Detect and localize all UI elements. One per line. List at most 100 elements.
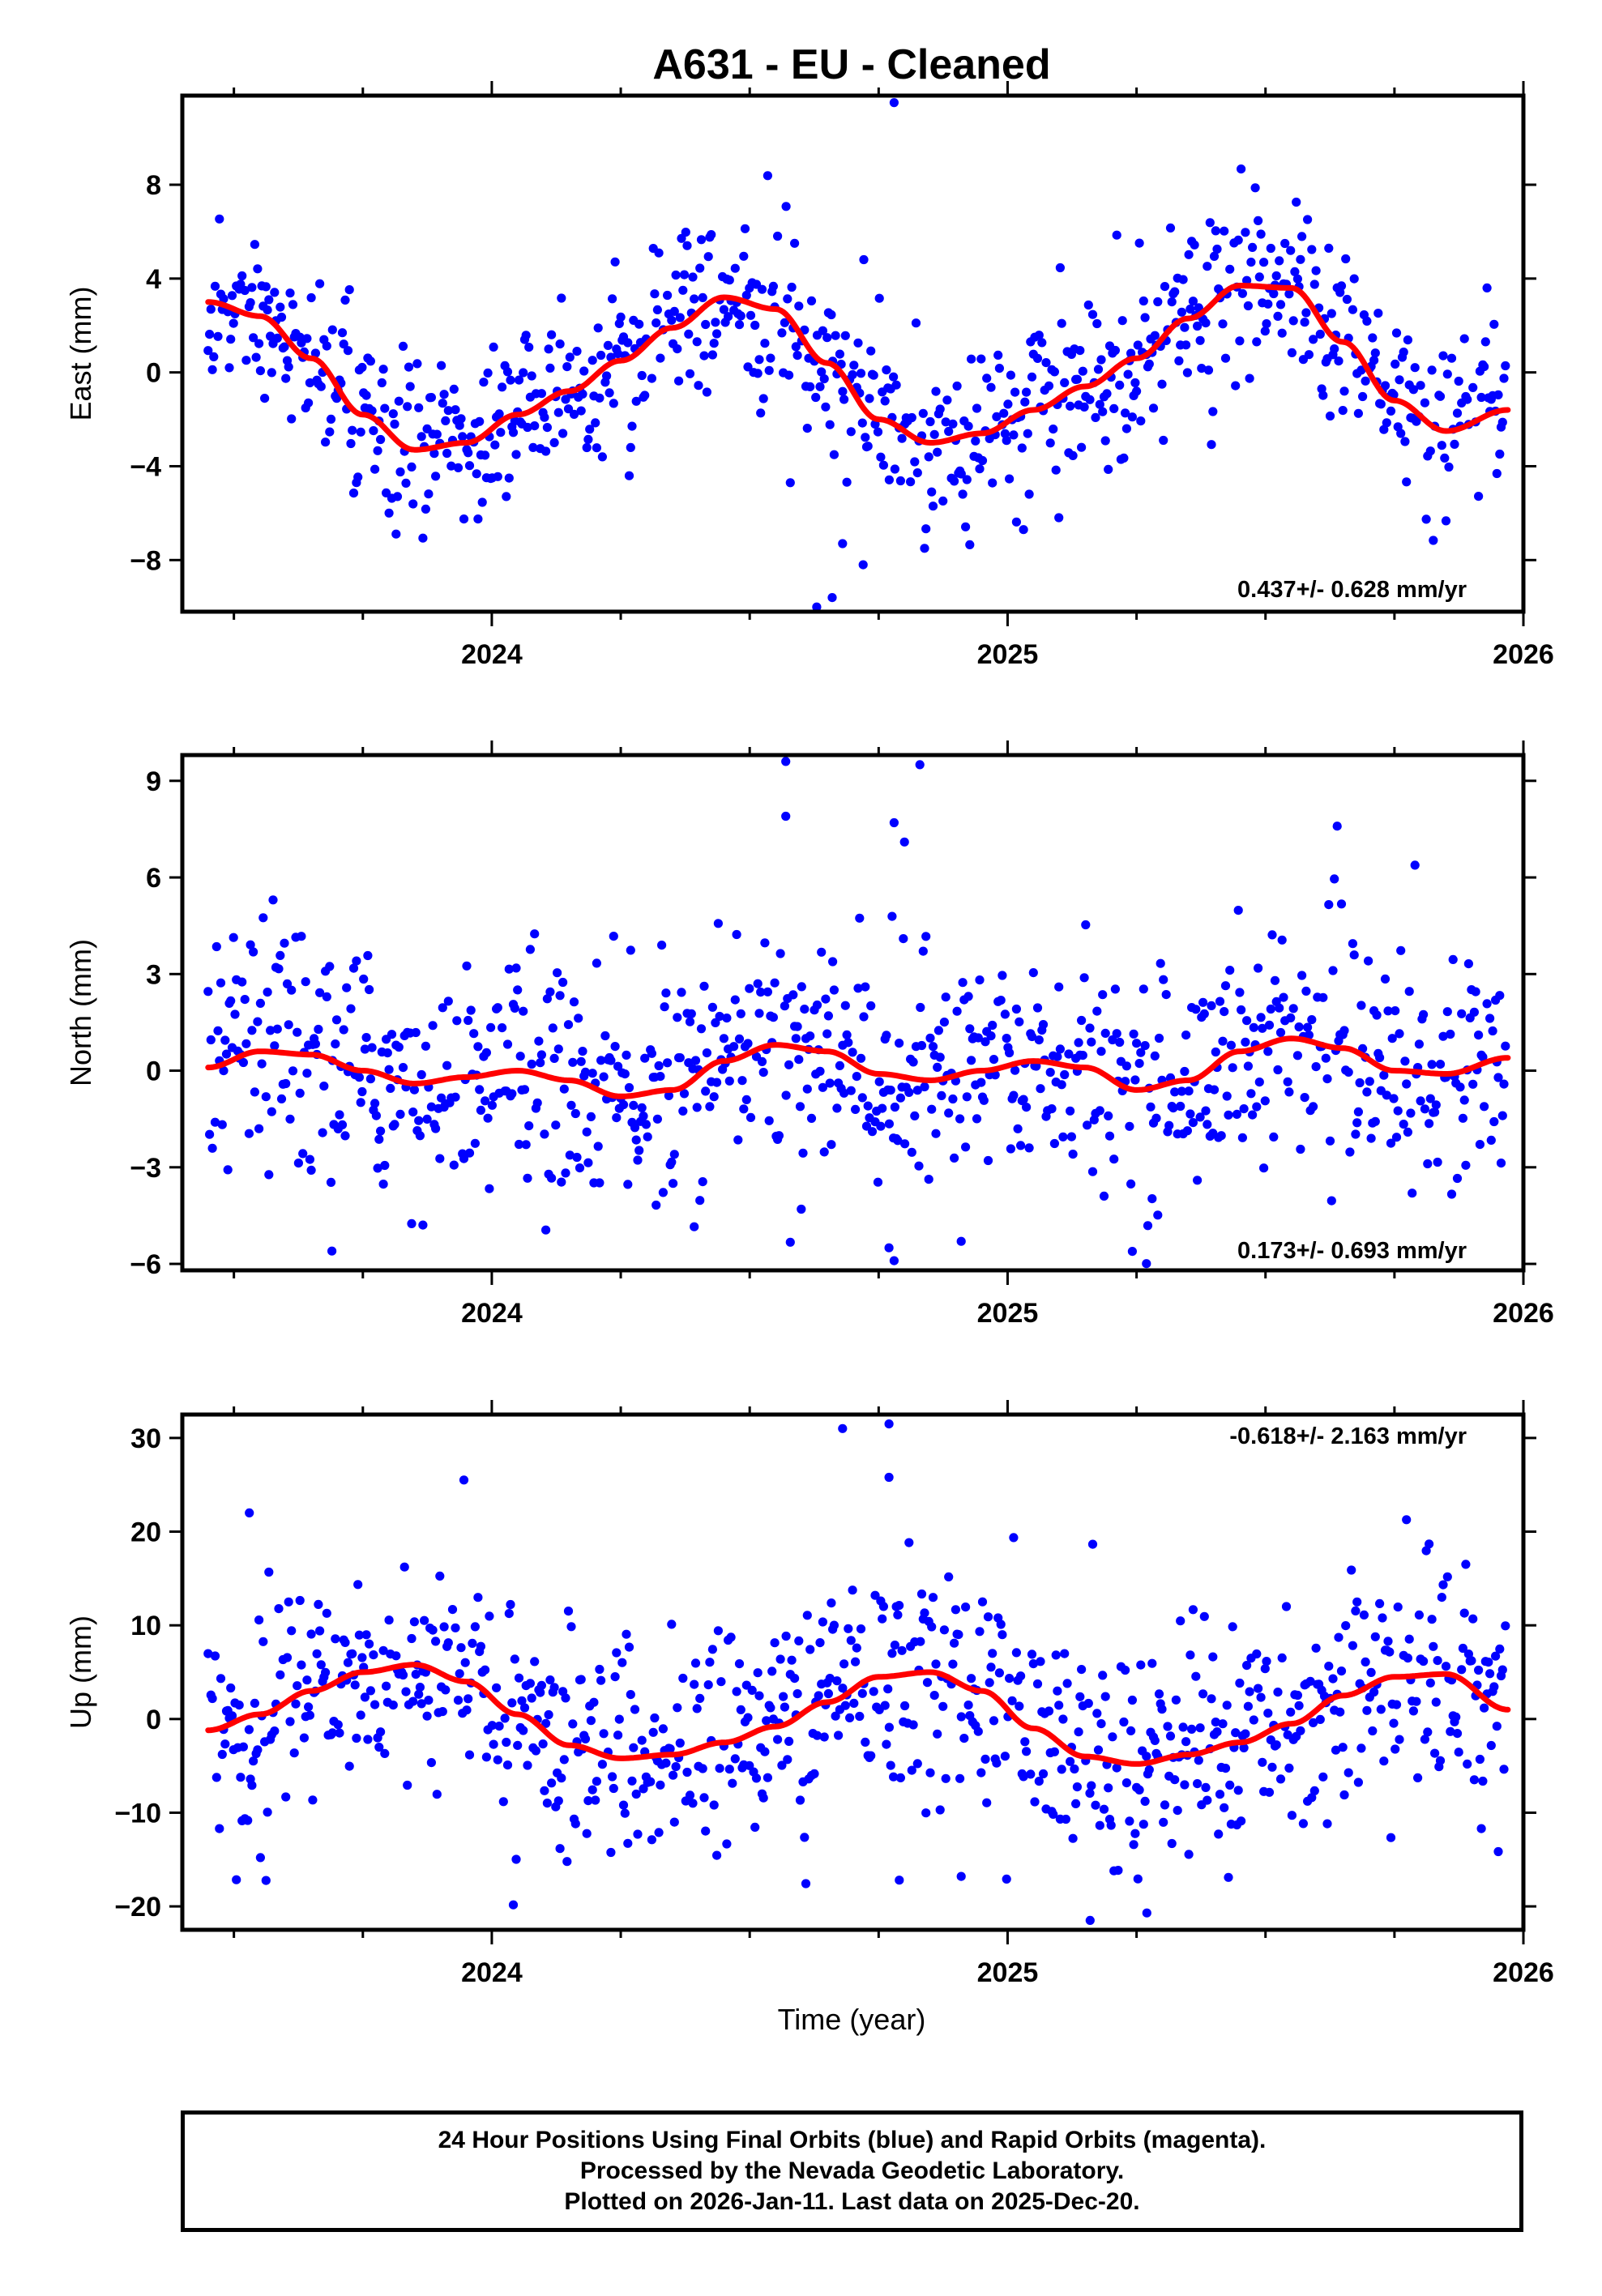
east-data-point	[656, 353, 665, 363]
north-data-point	[443, 996, 453, 1006]
north-data-point	[600, 1031, 610, 1041]
north-data-point	[620, 1069, 630, 1079]
north-data-point	[1459, 1095, 1469, 1105]
east-data-point	[1301, 308, 1311, 318]
east-data-point	[1195, 335, 1205, 345]
up-data-point	[1336, 1667, 1347, 1676]
north-data-point	[438, 1003, 447, 1013]
up-data-point	[1130, 1829, 1140, 1838]
up-data-point	[1015, 1701, 1024, 1711]
east-data-point	[1174, 356, 1184, 365]
east-data-point	[952, 381, 962, 391]
north-data-point	[219, 1066, 229, 1076]
up-data-point	[1431, 1697, 1441, 1707]
north-data-point	[1066, 1132, 1076, 1142]
north-data-point	[315, 988, 325, 997]
up-data-point	[408, 1696, 418, 1706]
up-data-point	[773, 1735, 783, 1744]
up-data-point	[1030, 1797, 1040, 1807]
north-data-point	[730, 995, 740, 1005]
up-data-point	[938, 1701, 948, 1711]
east-data-point	[740, 224, 750, 233]
north-data-point	[613, 1061, 623, 1071]
up-data-point	[1287, 1811, 1297, 1820]
up-data-point	[344, 1761, 354, 1771]
east-data-point	[1482, 283, 1492, 292]
east-data-point	[373, 446, 382, 455]
north-data-point	[709, 1092, 719, 1102]
up-data-point	[1093, 1745, 1104, 1755]
east-data-point	[1020, 397, 1030, 407]
east-data-point	[895, 476, 905, 486]
east-data-point	[545, 363, 555, 373]
east-data-point	[846, 427, 856, 437]
east-data-point	[1123, 369, 1133, 379]
north-data-point	[1353, 1107, 1363, 1116]
east-data-point	[640, 390, 650, 400]
north-data-point	[216, 978, 226, 988]
up-data-point	[1254, 1684, 1263, 1693]
east-data-point	[999, 408, 1009, 418]
up-data-point	[494, 1722, 504, 1731]
east-data-point	[1133, 340, 1143, 350]
east-data-point	[1356, 365, 1366, 375]
north-data-point	[513, 985, 523, 995]
east-data-point	[1087, 309, 1098, 319]
east-data-point	[321, 437, 331, 447]
up-data-point	[462, 1705, 472, 1715]
east-data-point	[918, 408, 928, 418]
up-data-point	[568, 1719, 578, 1729]
north-data-point	[784, 1060, 794, 1069]
north-data-point	[1461, 1160, 1471, 1170]
east-data-point	[1408, 385, 1418, 395]
north-data-point	[1279, 992, 1288, 1002]
north-data-point	[797, 982, 806, 992]
up-data-point	[1180, 1780, 1190, 1790]
east-data-point	[477, 497, 487, 507]
up-data-point	[1425, 1539, 1434, 1549]
up-data-point	[1187, 1724, 1197, 1734]
north-data-point	[1083, 1120, 1092, 1130]
east-data-point	[376, 434, 386, 445]
east-data-point	[690, 294, 699, 304]
east-data-point	[1444, 462, 1454, 472]
up-data-point	[1160, 1800, 1170, 1810]
north-data-point	[1468, 1079, 1478, 1089]
north-data-point	[1077, 1015, 1087, 1026]
up-data-point	[1061, 1814, 1070, 1824]
north-data-point	[510, 1003, 519, 1013]
north-data-point	[1228, 1063, 1237, 1073]
north-data-point	[973, 1033, 983, 1043]
up-data-point	[1264, 1787, 1275, 1797]
north-data-point	[205, 1129, 215, 1139]
north-data-point	[1218, 1036, 1228, 1046]
east-data-point	[839, 395, 849, 404]
east-data-point	[1474, 492, 1484, 501]
north-data-point	[1403, 1127, 1412, 1137]
north-data-point	[1486, 1135, 1496, 1145]
north-data-point	[914, 1161, 924, 1171]
up-data-point	[238, 1742, 248, 1752]
east-data-point	[634, 319, 644, 329]
north-data-point	[525, 945, 536, 954]
north-data-point	[990, 1070, 1000, 1080]
east-data-point	[1140, 313, 1150, 322]
east-data-point	[829, 450, 839, 459]
up-data-point	[1427, 1615, 1437, 1624]
up-data-point	[401, 1687, 411, 1696]
north-data-point	[859, 1012, 869, 1022]
up-data-point	[1150, 1735, 1160, 1745]
north-data-point	[342, 983, 352, 992]
north-data-point	[664, 1090, 674, 1100]
up-data-point	[1486, 1740, 1496, 1751]
up-data-point	[596, 1675, 606, 1685]
east-data-point	[1300, 318, 1309, 327]
east-data-point	[1220, 226, 1229, 236]
north-data-point	[1318, 992, 1328, 1002]
up-data-point	[1478, 1776, 1488, 1786]
up-data-point	[411, 1670, 421, 1679]
north-data-point	[1222, 1091, 1232, 1101]
east-data-point	[880, 396, 890, 406]
east-data-point	[1324, 243, 1334, 253]
up-data-point	[464, 1750, 475, 1760]
